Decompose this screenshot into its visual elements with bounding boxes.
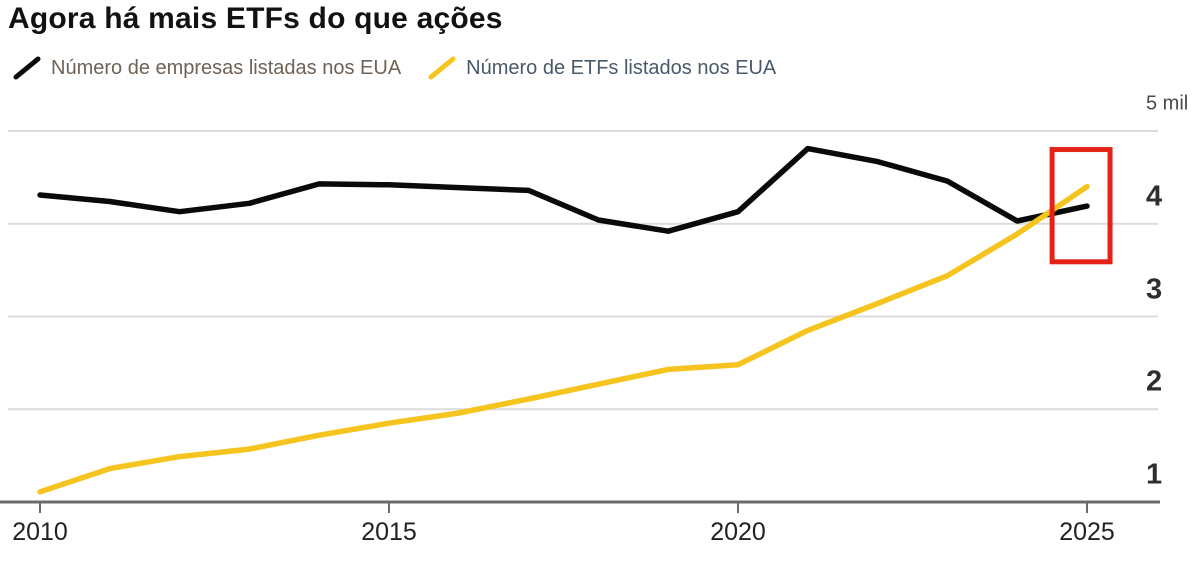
highlight-box	[1049, 147, 1113, 265]
y-tick-label-5: 5 mil	[1146, 92, 1189, 115]
black-line-swatch-stroke	[13, 56, 41, 80]
y-tick-label-2: 2	[1146, 365, 1163, 398]
legend: Número de empresas listadas nos EUA Núme…	[12, 56, 776, 80]
yellow-line-swatch-icon	[428, 56, 456, 80]
chart-title: Agora há mais ETFs do que ações	[8, 2, 503, 35]
series-line-companies	[37, 145, 1090, 234]
y-tick-label-4: 4	[1146, 180, 1163, 213]
y-tick-label-3: 3	[1146, 273, 1163, 305]
yellow-line-swatch-stroke	[428, 56, 456, 80]
legend-label-companies: Número de empresas listadas nos EUA	[51, 56, 402, 79]
x-tick-label-2020: 2020	[710, 518, 766, 546]
x-tick-label-2025: 2025	[1059, 518, 1115, 546]
legend-item-etfs: Número de ETFs listados nos EUA	[427, 56, 776, 80]
legend-label-etfs: Número de ETFs listados nos EUA	[466, 56, 777, 79]
black-line-swatch-icon	[13, 56, 41, 80]
series-line-etfs	[37, 183, 1090, 495]
x-tick-label-2010: 2010	[12, 518, 68, 546]
x-tick-label-2015: 2015	[361, 518, 417, 546]
y-tick-label-1: 1	[1146, 458, 1163, 491]
legend-item-companies: Número de empresas listadas nos EUA	[12, 56, 401, 80]
